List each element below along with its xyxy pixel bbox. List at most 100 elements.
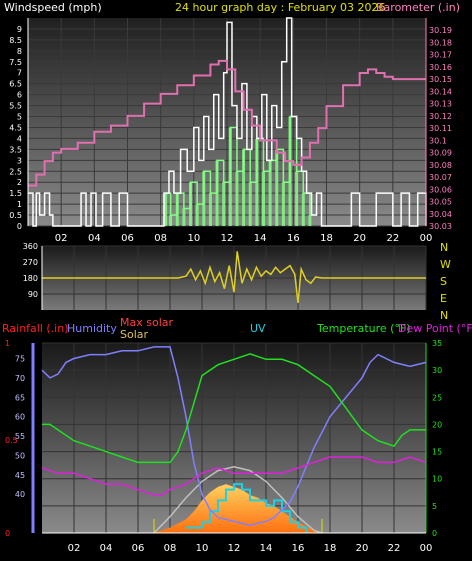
direction-label-s: S [440,275,447,288]
temperature-label: Temperature (°F) [316,322,411,335]
wind-y-tick-label: 0.5 [9,211,22,220]
barometer-title: Barometer (.in) [376,1,460,14]
wind-x-tick-label: 04 [88,233,101,244]
wind-y-tick-label: 5 [17,113,22,122]
solar-x-tick-label: 12 [228,543,241,554]
solar-x-tick-label: 06 [132,543,145,554]
barometer-y-tick-label: 30.16 [429,63,452,72]
wind-y-tick-label: 1 [17,200,22,209]
wind-y-tick-label: 7.5 [9,58,22,67]
wind-x-tick-label: 16 [287,233,300,244]
temperature-y-tick-label: 5 [432,502,437,511]
wind-x-tick-label: 08 [154,233,167,244]
wind-y-tick-label: 6.5 [9,80,22,89]
wind-x-tick-label: 14 [254,233,267,244]
humidity-y-tick-label: 55 [15,432,25,441]
direction-label-e: E [440,292,447,305]
humidity-label: Humidity [67,322,117,335]
barometer-y-tick-label: 30.11 [429,124,452,133]
solar-x-tick-label: 18 [324,543,337,554]
temperature-y-tick-label: 30 [432,366,442,375]
wind-y-tick-label: 8.5 [9,36,22,45]
wind-gust-bar [248,182,252,226]
direction-y-tick-label: 180 [23,274,38,283]
barometer-y-tick-label: 30.08 [429,161,452,170]
wind-y-tick-label: 5.5 [9,102,22,111]
solar-x-tick-label: 20 [356,543,369,554]
wind-gust-bar [222,182,226,226]
rainfall-y-tick-label: 0 [5,529,10,538]
solar-label: Solar [120,328,149,341]
wind-gust-bar [164,193,168,226]
solar-x-tick-label: 00 [420,543,433,554]
rainfall-y-tick-label: 0.5 [5,436,18,445]
barometer-y-tick-label: 30.15 [429,75,452,84]
humidity-y-tick-label: 65 [15,393,25,402]
wind-y-tick-label: 3 [17,156,22,165]
wind-gust-bar [195,204,199,226]
wind-x-tick-label: 10 [187,233,200,244]
wind-y-tick-label: 2.5 [9,167,22,176]
barometer-y-tick-label: 30.19 [429,26,452,35]
wind-y-tick-label: 4.5 [9,123,22,132]
temperature-line [42,353,426,464]
uv-label: UV [250,322,266,335]
wind-gust-bar [208,193,212,226]
barometer-y-tick-label: 30.12 [429,112,452,121]
dew-point-line [41,456,427,496]
wind-x-tick-label: 06 [121,233,134,244]
wind-y-tick-label: 9 [17,25,22,34]
barometer-y-tick-label: 30.05 [429,198,452,207]
humidity-y-tick-label: 50 [15,451,25,460]
dew-point-label: Dew Point (°F) [398,322,472,335]
barometer-y-tick-label: 30.17 [429,51,452,60]
wind-y-tick-label: 0 [17,222,22,231]
barometer-y-tick-label: 30.18 [429,38,452,47]
max-solar-line [153,466,323,534]
wind-x-tick-label: 00 [420,233,433,244]
solar-area [154,484,322,533]
direction-y-tick-label: 90 [28,290,38,299]
wind-y-tick-label: 4 [17,134,22,143]
humidity-y-tick-label: 60 [15,413,25,422]
wind-gust-bar [295,171,299,226]
wind-gust-bar [275,149,279,226]
barometer-y-tick-label: 30.06 [429,185,452,194]
wind-y-tick-label: 1.5 [9,189,22,198]
wind-x-tick-label: 22 [386,233,399,244]
wind-gust-bar [182,208,186,226]
temperature-y-tick-label: 15 [432,448,442,457]
temperature-y-tick-label: 20 [432,420,442,429]
barometer-y-tick-label: 30.04 [429,210,452,219]
rainfall-y-tick-label: 1 [5,339,10,348]
wind-x-tick-label: 12 [221,233,234,244]
solar-x-tick-label: 04 [100,543,113,554]
wind-x-tick-label: 02 [55,233,68,244]
wind-y-tick-label: 6 [17,91,22,100]
wind-y-tick-label: 2 [17,178,22,187]
wind-gust-bar [281,182,285,226]
wind-gust-bar [261,171,265,226]
direction-label-n-bottom: N [440,309,448,322]
wind-y-tick-label: 8 [17,47,22,56]
humidity-line [41,346,427,526]
barometer-line [28,59,426,187]
wind-y-tick-label: 7 [17,69,22,78]
chart-title: 24 hour graph day : February 03 2026 [175,1,386,14]
wind-y-tick-label: 3.5 [9,145,22,154]
wind-direction-line [42,251,426,303]
solar-x-tick-label: 10 [196,543,209,554]
direction-label-w: W [440,258,451,271]
direction-y-tick-label: 360 [23,242,38,251]
barometer-y-tick-label: 30.14 [429,87,452,96]
wind-speed-line [28,17,427,227]
barometer-y-tick-label: 30.1 [429,136,447,145]
max-solar-label: Max solar [120,316,173,329]
temperature-y-tick-label: 0 [432,529,437,538]
temperature-y-tick-label: 10 [432,475,442,484]
direction-label-n-top: N [440,241,448,254]
wind-gust-bar [301,193,305,226]
humidity-y-tick-label: 70 [15,374,25,383]
wind-title: Windspeed (mph) [4,1,102,14]
